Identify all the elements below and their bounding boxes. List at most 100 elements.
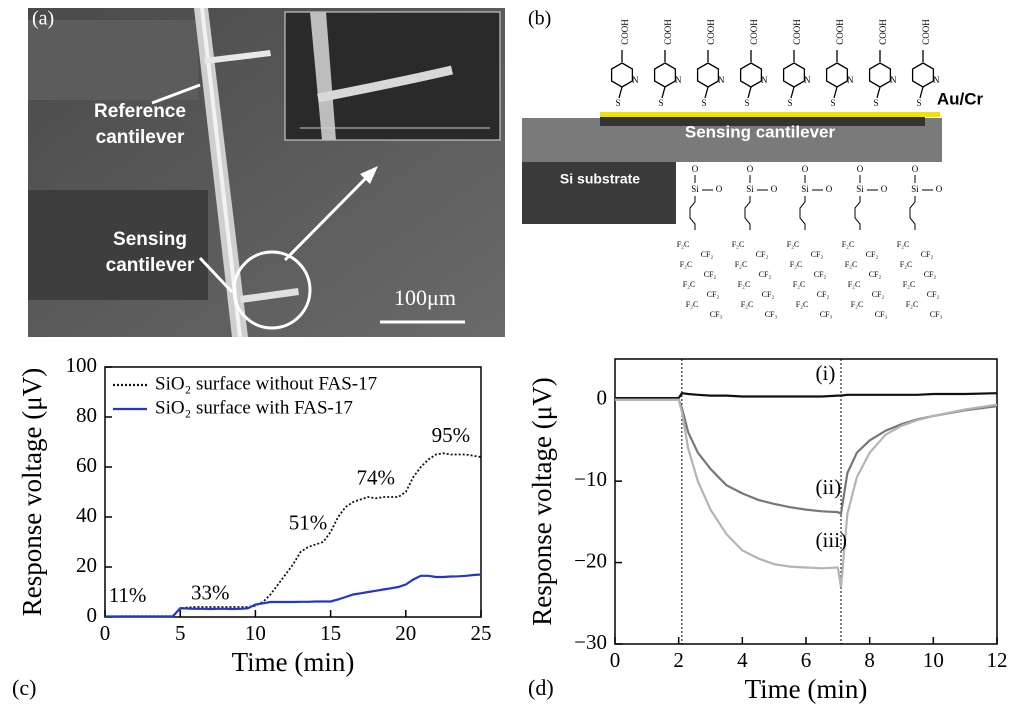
x-tick-label: 2 xyxy=(673,648,684,672)
ring xyxy=(782,62,806,88)
sem-image xyxy=(28,8,505,337)
annotation: 95% xyxy=(432,423,471,447)
chem-label: F₂C xyxy=(845,260,858,269)
series-line xyxy=(105,573,482,618)
ring xyxy=(610,62,634,88)
bond xyxy=(833,86,838,99)
y-tick-label: 60 xyxy=(76,453,97,477)
chem-label: F₂C xyxy=(851,300,864,309)
chem-label: CF₂ xyxy=(869,270,882,279)
chem-label: CF₃ xyxy=(710,310,723,319)
chem-label: COOH xyxy=(835,19,845,45)
x-tick-label: 10 xyxy=(245,621,266,645)
chem-label: COOH xyxy=(792,19,802,45)
chain xyxy=(744,196,751,230)
plot-frame xyxy=(614,358,998,645)
annotation: 33% xyxy=(191,580,230,604)
y-axis-label: Response voltage (μV) xyxy=(17,368,47,616)
chem-label: F₂C xyxy=(842,240,855,249)
bond xyxy=(618,86,623,99)
chem-label: CF₂ xyxy=(866,250,879,259)
bond xyxy=(747,86,752,99)
chem-label: CF₃ xyxy=(820,310,833,319)
y-tick-label: −20 xyxy=(574,548,607,572)
legend-label: SiO₂ surface without FAS-17 xyxy=(155,373,377,394)
x-tick-label: 4 xyxy=(737,648,748,672)
bond xyxy=(919,86,924,99)
chem-label: CF₂ xyxy=(924,270,937,279)
chem-label: N xyxy=(675,75,682,85)
chem-label: S xyxy=(658,98,663,108)
chem-label: CF₂ xyxy=(872,290,885,299)
chem-label: F₂C xyxy=(686,300,699,309)
panel-label: (a) xyxy=(32,8,54,30)
chem-label: F₂C xyxy=(793,280,806,289)
series-line xyxy=(105,452,482,618)
chem-label: N xyxy=(632,75,639,85)
chem-label: O xyxy=(771,184,778,194)
chem-label: O xyxy=(936,184,943,194)
chem-label: N xyxy=(761,75,768,85)
chem-label: N xyxy=(890,75,897,85)
chem-label: S xyxy=(830,98,835,108)
y-tick-label: 80 xyxy=(76,403,97,427)
x-tick-label: 12 xyxy=(987,648,1008,672)
reference-label: Reference xyxy=(94,101,186,122)
x-axis-label: Time (min) xyxy=(745,674,868,704)
chem-label: F₂C xyxy=(848,280,861,289)
chem-label: F₂C xyxy=(683,280,696,289)
chem-label: CF₂ xyxy=(762,290,775,299)
chem-label: Si xyxy=(801,184,809,194)
chain xyxy=(799,196,806,230)
chem-label: O xyxy=(747,164,754,174)
chem-label: F₂C xyxy=(906,300,919,309)
chem-label: CF₂ xyxy=(814,270,827,279)
ring xyxy=(696,62,720,88)
ring xyxy=(868,62,892,88)
bond xyxy=(790,86,795,99)
y-tick-label: 40 xyxy=(76,503,97,527)
series-line xyxy=(615,392,998,400)
annotation: 74% xyxy=(356,465,395,489)
chem-label: CF₂ xyxy=(927,290,940,299)
sensing-label: Sensing xyxy=(113,229,187,250)
chain xyxy=(909,196,916,230)
chem-label: N xyxy=(718,75,725,85)
diagram xyxy=(522,112,942,224)
cantilever-label: Sensing cantilever xyxy=(685,122,836,141)
panel-label: (c) xyxy=(12,675,36,700)
bond xyxy=(876,86,881,99)
chem-label: S xyxy=(916,98,921,108)
chem-label: CF₃ xyxy=(875,310,888,319)
y-tick-label: −10 xyxy=(574,467,607,491)
x-tick-label: 10 xyxy=(923,648,944,672)
reference-label: cantilever xyxy=(96,127,185,148)
chem-label: CF₂ xyxy=(704,270,717,279)
chem-label: CF₂ xyxy=(921,250,934,259)
chem-label: F₂C xyxy=(735,260,748,269)
chem-label: F₂C xyxy=(796,300,809,309)
chem-label: F₂C xyxy=(680,260,693,269)
x-tick-label: 15 xyxy=(320,621,341,645)
chem-label: O xyxy=(881,184,888,194)
legend-label: SiO₂ surface with FAS-17 xyxy=(155,397,353,418)
annotation: 51% xyxy=(289,510,328,534)
chem-label: F₂C xyxy=(741,300,754,309)
chem-label: F₂C xyxy=(897,240,910,249)
chem-label: CF₃ xyxy=(765,310,778,319)
chem-label: N xyxy=(804,75,811,85)
chem-label: F₂C xyxy=(903,280,916,289)
chem-label: O xyxy=(912,164,919,174)
chem-label: N xyxy=(933,75,940,85)
x-tick-label: 0 xyxy=(610,648,621,672)
x-tick-label: 5 xyxy=(175,621,186,645)
x-tick-label: 0 xyxy=(100,621,111,645)
chem-label: S xyxy=(873,98,878,108)
chem-label: S xyxy=(744,98,749,108)
chem-label: F₂C xyxy=(738,280,751,289)
chem-label: COOH xyxy=(620,19,630,45)
chem-label: S xyxy=(615,98,620,108)
chem-label: COOH xyxy=(921,19,931,45)
bond xyxy=(704,86,709,99)
